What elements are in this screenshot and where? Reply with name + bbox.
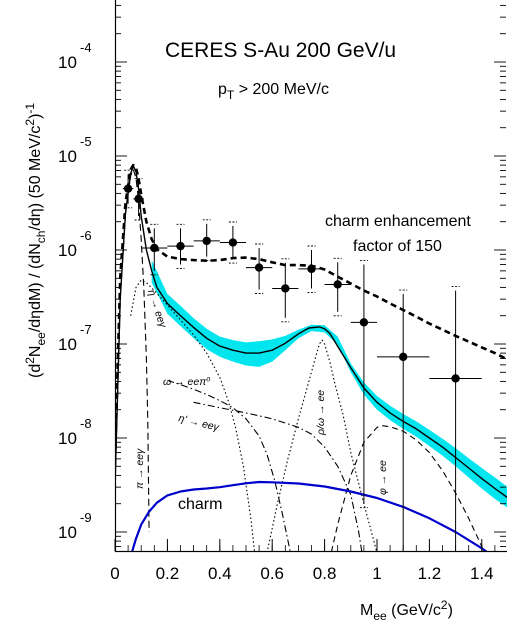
label-phi: φ → ee bbox=[377, 460, 389, 495]
y-tick-exponent: -8 bbox=[80, 416, 92, 431]
y-tick-exponent: -7 bbox=[80, 322, 92, 337]
label-eta-prime-dalitz: η' → eeγ bbox=[177, 412, 221, 434]
y-tick-base: 10 bbox=[58, 335, 77, 354]
x-tick-label: 0.8 bbox=[313, 564, 337, 583]
y-tick-exponent: -4 bbox=[80, 40, 92, 55]
x-axis-title: Mee (GeV/c2) bbox=[360, 598, 453, 623]
x-tick-label: 1 bbox=[372, 564, 381, 583]
label-pi-dalitz: π → eeγ bbox=[134, 448, 146, 489]
data-point bbox=[167, 223, 194, 270]
annotation-line-2: factor of 150 bbox=[353, 238, 442, 255]
data-point bbox=[350, 260, 377, 509]
data-point bbox=[298, 245, 325, 293]
x-tick-label: 0.4 bbox=[208, 564, 232, 583]
series-eta-prime-dalitz bbox=[193, 401, 363, 551]
data-point bbox=[193, 219, 220, 262]
series-omega-dalitz bbox=[167, 379, 291, 551]
x-tick-label: 1.4 bbox=[470, 564, 494, 583]
data-point bbox=[122, 169, 134, 209]
label-omega-dalitz: ω → eeπ⁰ bbox=[163, 376, 211, 388]
series-total-charm-enhancement-150 bbox=[115, 163, 507, 459]
series-rho-omega-ee bbox=[266, 339, 378, 551]
y-tick-exponent: -9 bbox=[80, 510, 92, 525]
data-point bbox=[133, 178, 144, 221]
x-tick-label: 0.2 bbox=[156, 564, 180, 583]
data-point bbox=[246, 243, 273, 294]
x-tick-label: 0.6 bbox=[260, 564, 284, 583]
chart-title: CERES S-Au 200 GeV/u bbox=[165, 39, 396, 62]
label-rho-omega: ρ/ω → ee bbox=[315, 390, 327, 436]
subtitle-p: p bbox=[218, 81, 227, 98]
chart-subtitle: pT > 200 MeV/c bbox=[218, 81, 329, 102]
x-tick-label: 0 bbox=[110, 564, 119, 583]
ticks-layer: 0 0.2 0.4 0.6 0.8 1 1.2 1.410-410-510-610-710-8… bbox=[58, 4, 506, 583]
x-tick-label: 1.2 bbox=[418, 564, 442, 583]
series-charm bbox=[131, 480, 488, 551]
y-tick-base: 10 bbox=[58, 53, 77, 72]
y-tick-base: 10 bbox=[58, 429, 77, 448]
y-axis-title: (d2Nee/dηdM) / (dNch/dη) (50 MeV/c2)-1 bbox=[23, 103, 48, 378]
data-points-layer bbox=[122, 169, 482, 551]
y-tick-base: 10 bbox=[58, 523, 77, 542]
annotation-line-1: charm enhancement bbox=[325, 213, 471, 230]
label-charm: charm bbox=[178, 496, 222, 513]
subtitle-sub: T bbox=[227, 88, 235, 102]
data-point bbox=[429, 286, 482, 551]
subtitle-rest: > 200 MeV/c bbox=[234, 81, 329, 98]
plot-frame bbox=[114, 0, 507, 553]
y-tick-base: 10 bbox=[58, 241, 77, 260]
data-point bbox=[272, 258, 299, 323]
curves-layer bbox=[115, 163, 507, 551]
data-point bbox=[377, 289, 430, 551]
frame-layer bbox=[114, 0, 507, 553]
y-tick-exponent: -6 bbox=[80, 228, 92, 243]
y-tick-exponent: -5 bbox=[80, 134, 92, 149]
data-point bbox=[141, 223, 168, 276]
data-point bbox=[324, 257, 351, 317]
data-point bbox=[219, 221, 246, 264]
y-tick-base: 10 bbox=[58, 147, 77, 166]
